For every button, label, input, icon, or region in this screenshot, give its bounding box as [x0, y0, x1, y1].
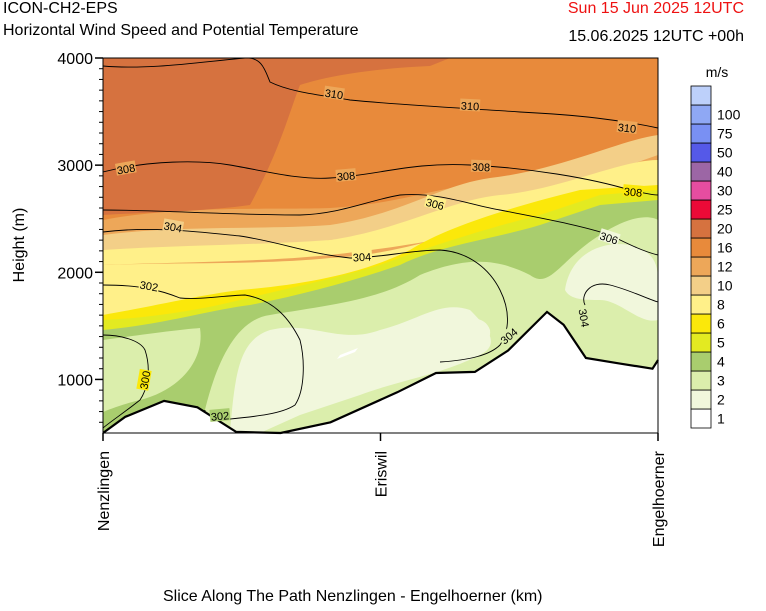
model-name: ICON-CH2-EPS [3, 0, 118, 17]
contour-label-302: 302 [139, 279, 159, 294]
contour-label-308: 308 [116, 162, 136, 177]
colorbar-swatch [690, 123, 712, 144]
colorbar-label: 12 [717, 259, 733, 275]
y-tick-label: 4000 [57, 51, 93, 68]
colorbar-label: 20 [717, 221, 733, 237]
contour-label-304: 304 [163, 220, 183, 235]
colorbar-swatch [690, 237, 712, 258]
run-time: 15.06.2025 12UTC +00h [568, 28, 744, 45]
colorbar-label: 8 [717, 297, 725, 313]
x-axis: Nenzlingen Eriswil Engelhoerner [96, 433, 668, 547]
isentrope-304 [103, 229, 508, 363]
contour-label-306: 306 [424, 197, 445, 213]
colorbar-swatch [690, 408, 712, 429]
colorbar-swatch [690, 142, 712, 163]
contour-label-310: 310 [324, 88, 344, 102]
contour-label-310: 310 [460, 101, 479, 114]
contour-label-302: 302 [210, 410, 229, 424]
colorbar-label: 3 [717, 373, 725, 389]
colorbar-swatch [690, 256, 712, 277]
contour-labels: 310 310 310 308 308 308 308 304 306 306 … [114, 85, 644, 424]
chart-title: Horizontal Wind Speed and Potential Temp… [3, 22, 359, 39]
terrain-mask [103, 311, 658, 433]
y-axis-label: Height (m) [11, 208, 28, 283]
colorbar-label: 4 [717, 354, 725, 370]
contour-label-308: 308 [623, 186, 642, 200]
contour-label-300: 300 [138, 370, 153, 390]
colorbar-label: 75 [717, 126, 733, 142]
colorbar-swatch [690, 332, 712, 353]
colorbar-swatch [690, 85, 712, 106]
colorbar-swatch [690, 161, 712, 182]
colorbar-label: 2 [717, 392, 725, 408]
colorbar-swatch [690, 351, 712, 372]
colorbar-swatch [690, 275, 712, 296]
colorbar-swatch [690, 104, 712, 125]
y-tick-label: 1000 [57, 372, 93, 389]
colorbar-label: 40 [717, 164, 733, 180]
valid-date: Sun 15 Jun 2025 12UTC [567, 0, 744, 17]
contour-label-304: 304 [353, 252, 372, 265]
y-axis: 1000 2000 3000 4000 [57, 51, 103, 423]
y-tick-label: 2000 [57, 265, 93, 282]
x-tick-label: Engelhoerner [651, 450, 668, 547]
colorbar-label: 25 [717, 202, 733, 218]
y-tick-label: 3000 [57, 158, 93, 175]
colorbar-unit: m/s [706, 64, 729, 80]
colorbar-swatch [690, 199, 712, 220]
terrain-profile [102, 310, 659, 435]
x-axis-title: Slice Along The Path Nenzlingen - Engelh… [163, 588, 543, 605]
colorbar-label: 50 [717, 145, 733, 161]
colorbar-label: 16 [717, 240, 733, 256]
contour-label-310: 310 [617, 122, 637, 136]
colorbar-swatch [690, 370, 712, 391]
colorbar-label: 5 [717, 335, 725, 351]
colorbar-label: 30 [717, 183, 733, 199]
contour-label-308: 308 [336, 170, 355, 184]
contour-label-304: 304 [576, 308, 591, 328]
x-tick-label: Nenzlingen [96, 451, 113, 531]
colorbar-swatch [690, 313, 712, 334]
contour-label-306: 306 [598, 230, 619, 247]
colorbar-label: 10 [717, 278, 733, 294]
colorbar-swatch [690, 180, 712, 201]
x-tick-label: Eriswil [374, 451, 391, 497]
colorbar-swatch [690, 294, 712, 315]
colorbar-label: 6 [717, 316, 725, 332]
colorbar-label: 1 [717, 411, 725, 427]
colorbar-swatch [690, 218, 712, 239]
colorbar-label: 100 [717, 107, 741, 123]
colorbar-swatch [690, 389, 712, 410]
contour-label-308: 308 [472, 162, 491, 175]
isentrope-304-b [583, 283, 658, 306]
